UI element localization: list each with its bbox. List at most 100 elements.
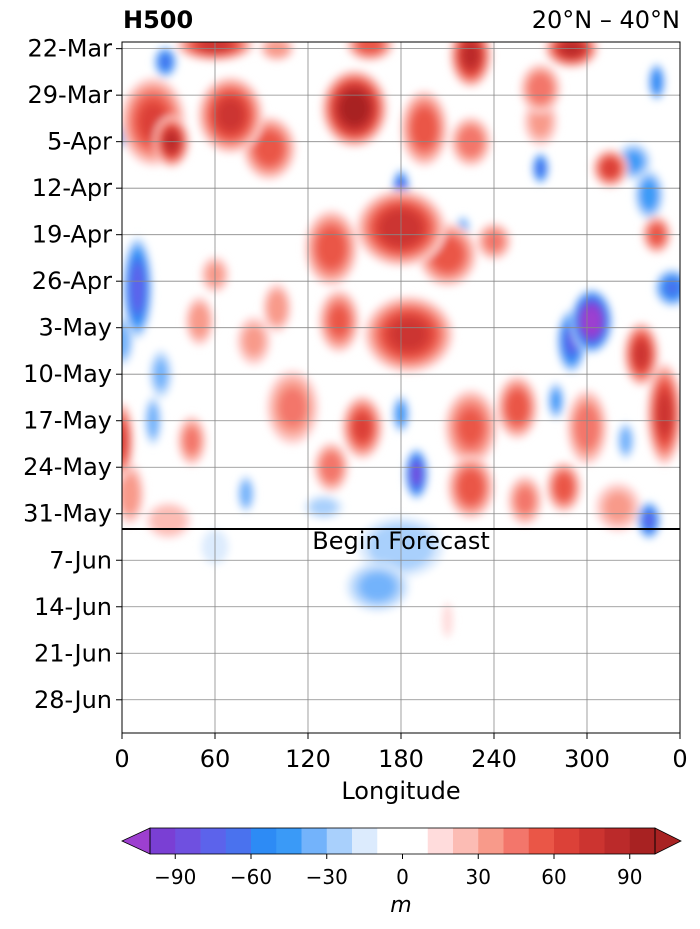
anomaly-cell (547, 381, 565, 420)
y-tick-label: 28-Jun (34, 686, 112, 714)
anomaly-cell (519, 63, 562, 114)
anomaly-cell (304, 495, 343, 519)
y-tick-label: 24-May (23, 453, 112, 481)
anomaly-cell (646, 362, 680, 466)
anomaly-cell (507, 475, 543, 526)
y-tick-label: 26-Apr (32, 267, 112, 295)
anomaly-cell (647, 62, 666, 101)
y-tick-label: 31-May (23, 500, 112, 528)
anomaly-cell (570, 288, 613, 354)
chart-title-right: 20°N – 40°N (531, 6, 680, 34)
y-tick-label: 12-Apr (32, 174, 112, 202)
x-axis: 0 60 120 180 240 300 0 (114, 733, 688, 773)
anomaly-cell (442, 602, 453, 638)
y-tick-label: 19-Apr (32, 221, 112, 249)
y-tick-label: 29-Mar (28, 81, 113, 109)
x-axis-label: Longitude (341, 777, 460, 805)
anomaly-cell (262, 282, 292, 333)
anomaly-cell (634, 169, 664, 221)
anomaly-cell (321, 69, 388, 148)
y-tick-label: 21-Jun (34, 639, 112, 667)
anomaly-cell (145, 502, 192, 539)
colorbar-segment (528, 828, 555, 854)
anomaly-cell (623, 322, 660, 387)
anomaly-cell (400, 90, 448, 167)
anomaly-cell (341, 395, 384, 460)
anomaly-field (122, 42, 680, 733)
colorbar-segment (150, 828, 176, 854)
colorbar-segment (629, 828, 656, 854)
y-tick-label: 10-May (23, 360, 112, 388)
anomaly-cell (654, 268, 680, 307)
colorbar-segment (554, 828, 580, 854)
colorbar-extend-high (654, 827, 682, 855)
anomaly-cell (122, 462, 145, 525)
anomaly-cell (185, 296, 214, 346)
x-tick-label: 240 (471, 745, 517, 773)
colorbar-label: m (390, 893, 411, 918)
anomaly-cell (122, 236, 153, 340)
colorbar-tick-label: −90 (154, 865, 196, 889)
y-axis: 22-Mar 29-Mar 5-Apr 12-Apr 19-Apr 26-Apr 3-May… (23, 35, 122, 714)
colorbar-tick-label: 90 (617, 865, 642, 889)
anomaly-cell (617, 422, 635, 460)
colorbar-segment (453, 828, 479, 854)
colorbar-segment (503, 828, 530, 854)
anomaly-cell (447, 455, 495, 519)
colorbar-extend-low (121, 827, 151, 855)
anomaly-cell (595, 482, 641, 532)
y-tick-label: 22-Mar (28, 35, 113, 63)
colorbar-segment (579, 828, 605, 854)
x-tick-label: 0 (672, 745, 687, 773)
colorbar-tick-label: −30 (306, 865, 348, 889)
anomaly-cell (237, 475, 255, 513)
colorbar-segment (276, 828, 302, 854)
y-tick-label: 17-May (23, 407, 112, 435)
anomaly-cell (266, 369, 319, 446)
anomaly-cell (259, 42, 295, 62)
anomaly-cell (449, 42, 492, 88)
colorbar-tick-label: 0 (396, 865, 409, 889)
x-tick-label: 0 (114, 745, 129, 773)
colorbar-segment (326, 828, 353, 854)
anomaly-cell (404, 448, 429, 500)
chart-title-left: H500 (123, 6, 194, 34)
anomaly-cell (496, 375, 539, 440)
anomaly-cell (304, 209, 358, 287)
x-tick-label: 120 (285, 745, 331, 773)
anomaly-cell (346, 562, 410, 612)
anomaly-cell (122, 402, 134, 479)
grid-lines (121, 42, 681, 733)
anomaly-cell (346, 42, 394, 62)
colorbar-segment (200, 828, 227, 854)
anomaly-cell (592, 149, 629, 188)
anomaly-cell (153, 45, 178, 78)
anomaly-cell (545, 461, 582, 513)
colorbar-segment (352, 828, 378, 854)
anomaly-cell (177, 415, 207, 466)
colorbar-segment (478, 828, 504, 854)
anomaly-cell (637, 501, 661, 540)
colorbar-segment (604, 828, 631, 854)
colorbar-segment (251, 828, 277, 854)
colorbar-segment (175, 828, 201, 854)
anomaly-cell (236, 316, 271, 366)
colorbar-segment (377, 828, 429, 854)
x-tick-label: 300 (564, 745, 610, 773)
anomaly-cell (318, 289, 360, 353)
y-tick-label: 14-Jun (34, 593, 112, 621)
colorbar-segment (301, 828, 328, 854)
colorbar-tick-label: −60 (230, 865, 272, 889)
colorbar-segment (225, 828, 252, 854)
anomaly-cell (444, 389, 498, 466)
y-tick-label: 5-Apr (47, 128, 112, 156)
colorbar-tick-label: 60 (541, 865, 566, 889)
forecast-annotation: Begin Forecast (312, 527, 490, 555)
anomaly-cell (363, 295, 454, 373)
colorbar: −90 −60 −30 0 30 60 90 (121, 827, 682, 889)
colorbar-tick-label: 30 (466, 865, 491, 889)
y-tick-label: 7-Jun (49, 546, 112, 574)
x-tick-label: 180 (378, 745, 424, 773)
colorbar-segment (427, 828, 454, 854)
